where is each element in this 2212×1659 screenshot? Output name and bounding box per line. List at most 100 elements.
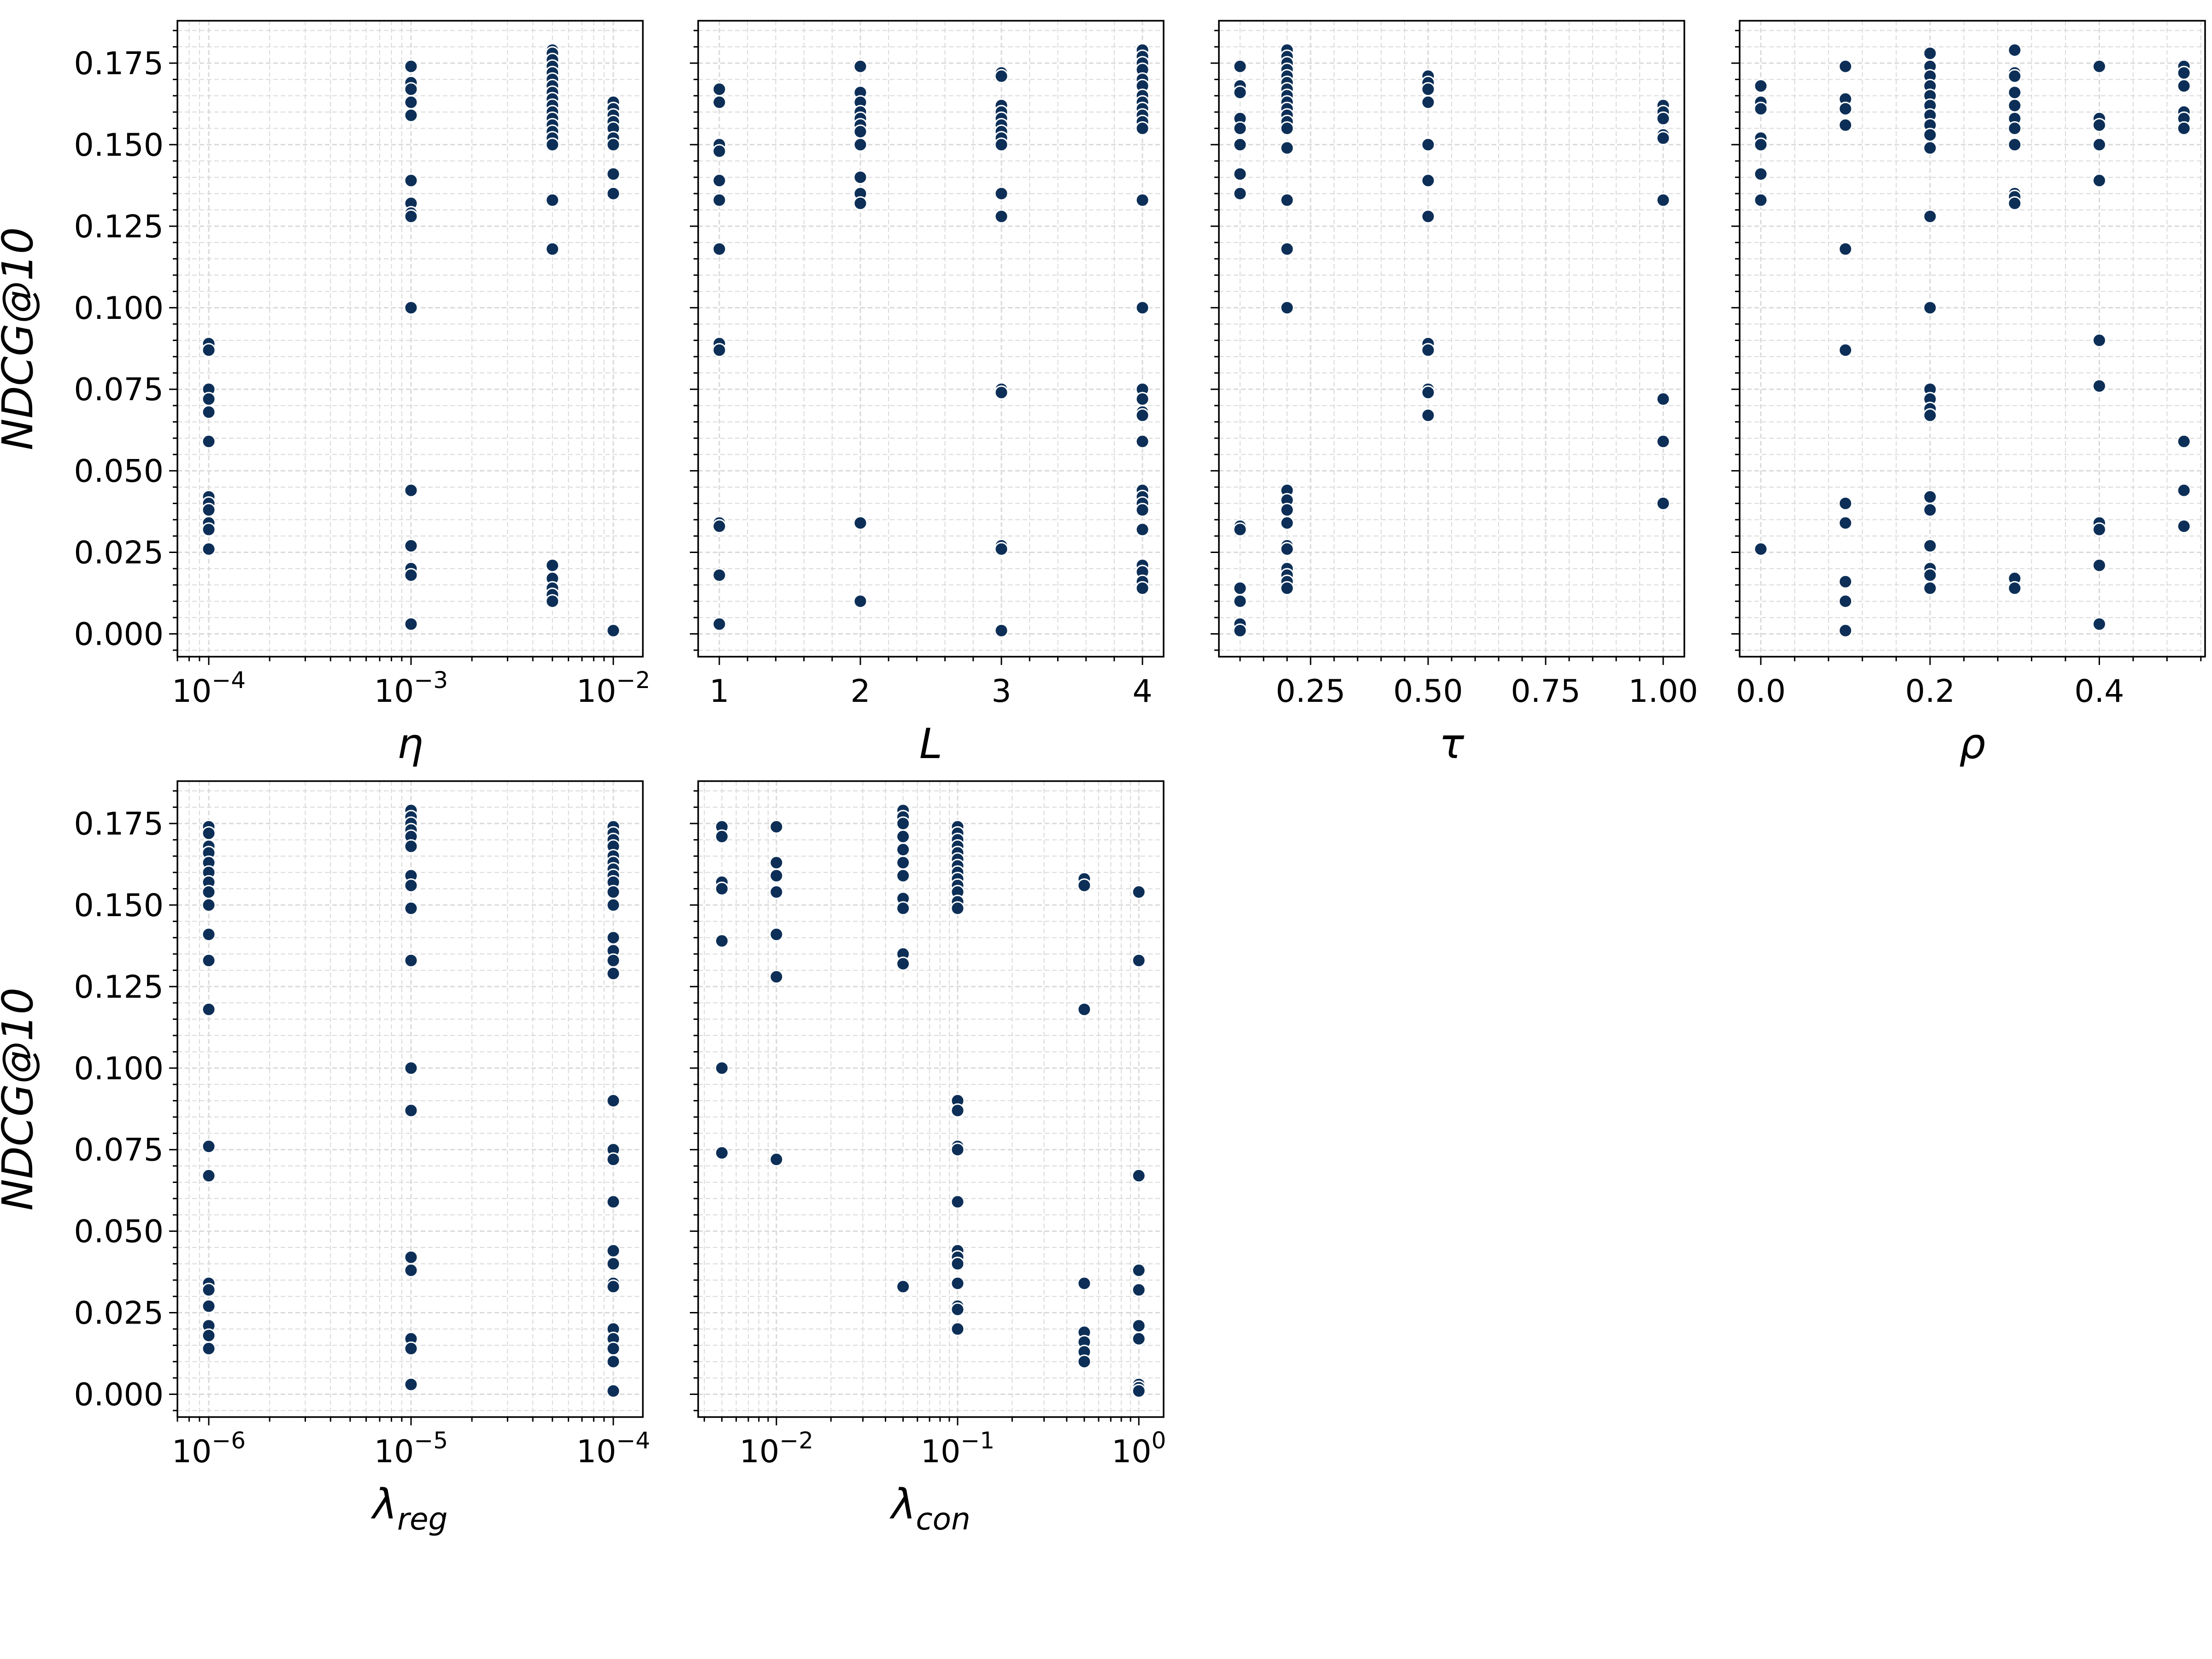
data-point <box>853 594 868 609</box>
data-point <box>950 901 965 916</box>
data-point <box>1233 59 1247 74</box>
x-tick-label: 100 <box>1112 1427 1166 1470</box>
plot-frame <box>697 780 1165 1418</box>
data-point <box>606 1354 621 1369</box>
data-point <box>853 59 868 74</box>
data-point <box>896 829 911 844</box>
data-point <box>994 541 1009 556</box>
data-point <box>712 193 727 207</box>
data-point <box>896 842 911 857</box>
data-point <box>606 1256 621 1271</box>
data-point <box>1753 193 1768 207</box>
x-tick-label: 0.75 <box>1511 673 1580 710</box>
x-axis-label: ρ <box>1959 720 1985 768</box>
data-point <box>1131 1318 1146 1333</box>
data-point <box>404 209 418 224</box>
data-point <box>769 1152 784 1167</box>
data-point <box>1131 1383 1146 1398</box>
x-tick-label: 4 <box>1132 673 1152 710</box>
data-point <box>769 855 784 870</box>
x-tick-label: 10−4 <box>172 667 246 710</box>
data-point <box>950 1194 965 1209</box>
data-point <box>1135 121 1150 136</box>
plot-frame <box>1739 20 2206 658</box>
subplot-6: 10−2 10−1 100 λcon <box>690 780 1166 1537</box>
plot-area <box>698 781 1164 1417</box>
data-point <box>606 953 621 968</box>
data-point <box>712 241 727 256</box>
data-point <box>1421 408 1435 423</box>
data-point <box>201 953 216 968</box>
plot-area <box>1740 21 2205 657</box>
data-point <box>1233 623 1247 638</box>
data-point <box>712 82 727 97</box>
data-point <box>2092 333 2106 348</box>
data-point <box>2092 379 2106 394</box>
x-tick-label: 1 <box>709 673 729 710</box>
data-point <box>2007 137 2022 152</box>
y-tick-label: 0.100 <box>74 290 164 327</box>
data-point <box>1233 186 1247 201</box>
x-tick-label: 1.00 <box>1628 673 1698 710</box>
data-point <box>1077 1002 1092 1017</box>
data-point <box>606 1383 621 1398</box>
plot-frame <box>1218 20 1685 658</box>
data-point <box>2177 434 2191 449</box>
data-point <box>1131 953 1146 968</box>
data-point <box>201 826 216 841</box>
y-tick-label: 0.050 <box>74 453 164 490</box>
y-tick-label: 0.150 <box>74 127 164 164</box>
data-point <box>2177 519 2191 534</box>
data-point <box>606 930 621 945</box>
data-point <box>1923 408 1937 423</box>
data-point <box>1753 79 1768 94</box>
data-point <box>2177 121 2191 136</box>
data-point <box>853 196 868 211</box>
data-point <box>404 953 418 968</box>
data-point <box>1421 95 1435 110</box>
data-point <box>1280 121 1294 136</box>
data-point <box>404 901 418 916</box>
data-point <box>853 516 868 530</box>
data-point <box>404 300 418 315</box>
data-point <box>2007 581 2022 595</box>
data-point <box>1233 85 1247 100</box>
data-point <box>1131 1282 1146 1297</box>
data-point <box>2007 85 2022 100</box>
data-point <box>1233 522 1247 537</box>
x-tick-label: 0.25 <box>1276 673 1345 710</box>
data-point <box>1135 408 1150 423</box>
data-point <box>1280 141 1294 155</box>
plot-frame <box>176 20 644 658</box>
data-point <box>606 1341 621 1356</box>
data-point <box>712 144 727 159</box>
data-point <box>712 568 727 582</box>
data-point <box>1753 167 1768 182</box>
y-tick-label: 0.025 <box>74 535 164 571</box>
y-axis-label: NDCG@10 <box>0 988 42 1211</box>
y-tick-label: 0.050 <box>74 1214 164 1250</box>
data-point <box>769 868 784 883</box>
data-point <box>1280 581 1294 595</box>
data-point <box>1923 568 1937 582</box>
data-point <box>1923 141 1937 155</box>
subplot-3: 0.25 0.50 0.75 1.00 τ <box>1211 20 1698 768</box>
data-point <box>1421 343 1435 358</box>
data-point <box>2092 522 2106 537</box>
data-point <box>606 885 621 900</box>
data-point <box>1077 878 1092 893</box>
data-point <box>1923 46 1937 61</box>
data-point <box>994 623 1009 638</box>
data-point <box>1753 541 1768 556</box>
data-point <box>1131 1263 1146 1278</box>
data-point <box>950 1103 965 1118</box>
data-point <box>1656 434 1671 449</box>
x-tick-label: 10−3 <box>374 667 448 710</box>
data-point <box>2007 43 2022 58</box>
plot-frame <box>176 780 644 1418</box>
data-point <box>1838 623 1853 638</box>
data-point <box>1135 392 1150 406</box>
data-point <box>1656 131 1671 146</box>
data-point <box>606 966 621 981</box>
data-point <box>201 405 216 419</box>
